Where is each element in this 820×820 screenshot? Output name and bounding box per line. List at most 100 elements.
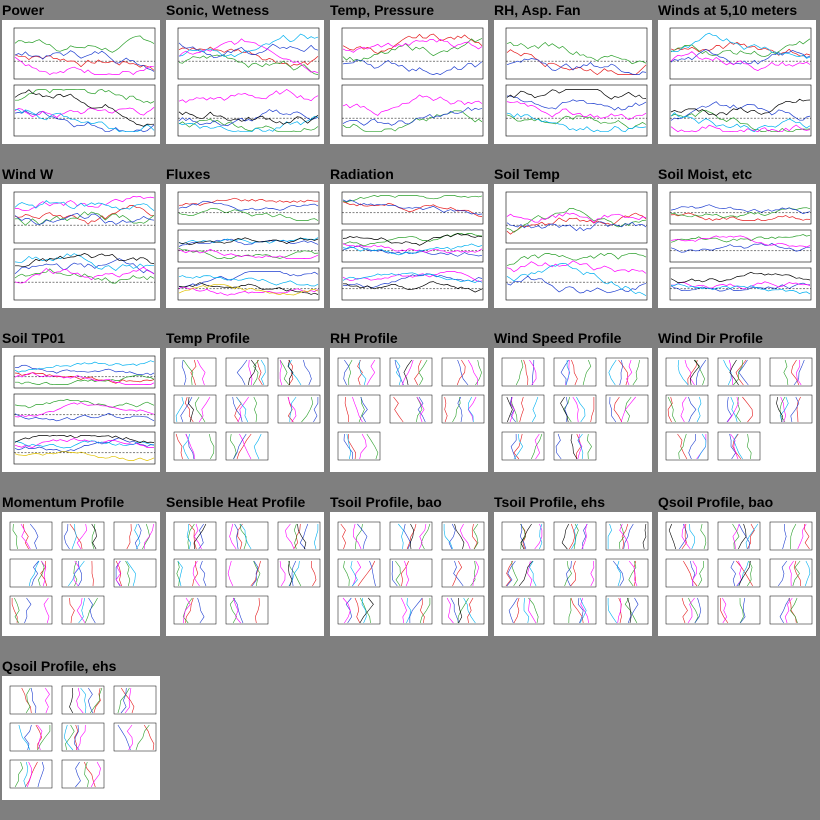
plot-thumbnail-link[interactable] [166,512,324,636]
plot-panel [177,267,320,301]
profile-panel [501,431,545,461]
plot-thumbnail-link[interactable] [166,348,324,472]
profile-panel [389,357,433,387]
plot-tile: Tsoil Profile, ehs [492,494,652,636]
profile-panel [769,558,813,588]
plot-panel [341,267,484,301]
profile-panel [225,521,269,551]
profile-panel [277,558,321,588]
profile-panel [605,394,649,424]
plot-tile: Temp Profile [164,330,324,472]
profile-panel [61,521,105,551]
plot-panel [669,84,812,137]
plot-panel [505,84,648,137]
tile-title: Qsoil Profile, ehs [2,658,117,674]
profile-panel [441,357,485,387]
plot-panel [13,393,156,427]
plot-thumbnail-image [13,27,156,137]
plot-thumbnail-link[interactable] [166,184,324,308]
plot-panel [505,248,648,301]
plot-thumbnail-link[interactable] [330,512,488,636]
plot-thumbnail-link[interactable] [330,184,488,308]
profile-panel [769,595,813,625]
plot-thumbnail-link[interactable] [658,348,816,472]
profile-panel [113,521,157,551]
profile-panel [225,595,269,625]
plot-tile: Winds at 5,10 meters [656,2,816,144]
plot-panel [341,229,484,263]
plot-panel [669,27,812,80]
profile-panel [9,722,53,752]
profile-panel [501,521,545,551]
tile-title: RH, Asp. Fan [494,2,581,18]
profile-panel [337,394,381,424]
plot-thumbnail-link[interactable] [2,676,160,800]
profile-panel [389,394,433,424]
profile-panel [277,394,321,424]
plot-panel [177,191,320,225]
plot-thumbnail-link[interactable] [330,20,488,144]
plot-thumbnail-link[interactable] [166,20,324,144]
profile-panel [665,431,709,461]
plot-thumbnail-link[interactable] [2,348,160,472]
plot-thumbnail-link[interactable] [494,184,652,308]
plot-tile: Fluxes [164,166,324,308]
profile-panel [61,685,105,715]
plot-tile: Sonic, Wetness [164,2,324,144]
profile-panel [717,558,761,588]
plot-panel [341,191,484,225]
plot-thumbnail-link[interactable] [330,348,488,472]
plot-thumbnail-image [341,191,484,301]
tile-title: Temp Profile [166,330,250,346]
plot-thumbnail-image [669,27,812,137]
profile-panel [337,357,381,387]
profile-panel [9,759,53,789]
plot-thumbnail-link[interactable] [2,20,160,144]
plot-thumbnail-image [341,27,484,137]
plot-tile: Wind Dir Profile [656,330,816,472]
plot-tile: Temp, Pressure [328,2,488,144]
plot-thumbnail-link[interactable] [658,184,816,308]
profile-panel [605,357,649,387]
plot-thumbnail-link[interactable] [2,512,160,636]
plot-tile: Sensible Heat Profile [164,494,324,636]
tile-title: Wind Dir Profile [658,330,763,346]
profile-panel [501,595,545,625]
profile-panel [337,595,381,625]
plot-tile: Momentum Profile [0,494,160,636]
plot-tile: Tsoil Profile, bao [328,494,488,636]
plot-thumbnail-link[interactable] [494,512,652,636]
profile-panel [553,357,597,387]
plot-thumbnail-link[interactable] [658,512,816,636]
plot-thumbnail-image [505,27,648,137]
profile-panel [173,431,217,461]
profile-panel [225,394,269,424]
profile-panel [717,357,761,387]
plot-thumbnail-image [505,191,648,301]
plot-thumbnail-link[interactable] [494,20,652,144]
profile-panel [769,394,813,424]
plot-panel [13,355,156,389]
tile-title: Qsoil Profile, bao [658,494,774,510]
plot-thumbnail-image [501,357,649,461]
plot-thumbnail-link[interactable] [2,184,160,308]
plot-thumbnail-link[interactable] [658,20,816,144]
profile-panel [441,558,485,588]
profile-panel [605,521,649,551]
plot-thumbnail-image [669,191,812,301]
plot-thumbnail-image [337,357,485,461]
plot-thumbnail-image [665,521,813,625]
profile-panel [61,595,105,625]
profile-panel [717,595,761,625]
profile-panel [441,521,485,551]
profile-panel [665,521,709,551]
plot-panel [13,191,156,244]
plot-tile: Soil Temp [492,166,652,308]
plot-panel [177,229,320,263]
plot-panel [13,248,156,301]
tile-title: Momentum Profile [2,494,125,510]
tile-title: Tsoil Profile, ehs [494,494,605,510]
profile-panel [665,394,709,424]
plot-thumbnail-link[interactable] [494,348,652,472]
profile-panel [61,759,105,789]
